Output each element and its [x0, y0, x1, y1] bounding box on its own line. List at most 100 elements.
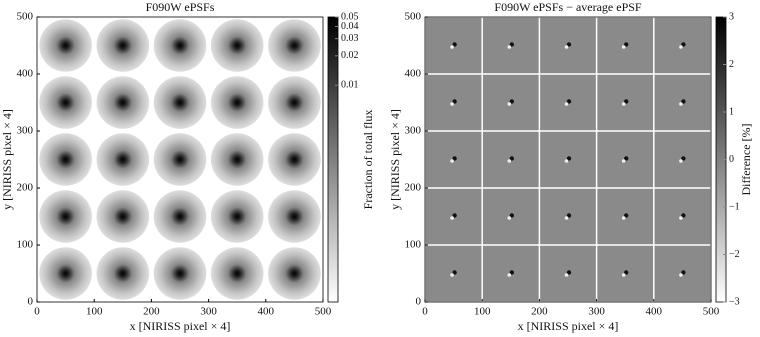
x-tick-label: 100	[86, 306, 103, 318]
x-tick-label: 200	[531, 306, 548, 318]
epsf	[153, 76, 207, 129]
residual-light	[564, 45, 569, 49]
residual-light	[507, 45, 512, 49]
epsf	[268, 133, 321, 186]
x-tick-label: 400	[258, 306, 275, 318]
x-tick-label: 200	[143, 306, 160, 318]
epsf	[210, 247, 264, 300]
residual-light	[621, 216, 626, 220]
epsf	[153, 190, 207, 243]
frame	[36, 16, 324, 303]
y-tick-label: 400	[17, 68, 34, 80]
residual-light	[450, 102, 454, 106]
y-axis-label: y [NIRISS pixel × 4]	[0, 109, 14, 210]
residual-light	[564, 273, 569, 277]
epsf	[96, 133, 150, 186]
residual-dark	[452, 156, 457, 161]
residual-dark	[566, 99, 572, 104]
residual-light	[564, 159, 569, 163]
colorbar-tick-label: 0.03	[341, 33, 359, 44]
x-tick-label: 0	[34, 306, 40, 318]
y-tick-label: 100	[405, 239, 422, 251]
residual-light	[679, 216, 683, 220]
epsf	[96, 190, 150, 243]
epsf	[39, 19, 92, 72]
epsf	[39, 133, 92, 186]
x-tick-label: 500	[315, 306, 332, 318]
residual-light	[621, 102, 626, 106]
epsf	[268, 76, 321, 129]
residual-light	[450, 273, 454, 277]
colorbar-tick-label: 3	[729, 11, 734, 22]
residual-dark	[509, 213, 514, 218]
epsf	[96, 19, 150, 72]
y-tick-label: 400	[405, 68, 422, 80]
residual-dark	[509, 99, 514, 104]
y-tick-label: 100	[17, 239, 34, 251]
y-tick-label: 0	[416, 296, 422, 308]
colorbar-tick-label: 0.04	[341, 21, 359, 32]
residual-dark	[566, 156, 572, 161]
residual-light	[507, 102, 512, 106]
y-tick-label: 0	[28, 296, 34, 308]
frame	[424, 16, 712, 303]
residual-dark	[509, 156, 514, 161]
panel: 0 100 200 300 400 500 0 100 200 300 400 500 F090W eP…	[0, 0, 375, 333]
x-axis-label: x [NIRISS pixel × 4]	[130, 319, 231, 333]
residual-dark	[452, 213, 457, 218]
colorbar-tick-label: 1	[729, 106, 734, 117]
residual-dark	[681, 213, 686, 218]
colorbar-label: Fraction of total flux	[361, 110, 375, 210]
epsf	[210, 133, 264, 186]
residual-dark	[681, 42, 686, 47]
residual-dark	[509, 42, 514, 47]
residual-dark	[566, 42, 572, 47]
colorbar-tick-label: 0.01	[341, 79, 359, 90]
colorbar-tick-label: 0.05	[341, 11, 359, 22]
epsf	[39, 190, 92, 243]
colorbar-tick-label: −3	[729, 296, 740, 307]
colorbar-tick-label: 0.02	[341, 50, 359, 61]
residual-dark	[624, 42, 629, 47]
epsf	[39, 247, 92, 300]
residual-dark	[566, 270, 572, 275]
epsf	[96, 247, 150, 300]
residual-light	[679, 102, 683, 106]
residual-dark	[624, 213, 629, 218]
epsf	[39, 76, 92, 129]
residual-light	[450, 216, 454, 220]
residual-light	[621, 273, 626, 277]
residual-light	[507, 273, 512, 277]
y-tick-label: 300	[405, 125, 422, 137]
epsf	[268, 190, 321, 243]
residual-light	[621, 45, 626, 49]
chart-title: F090W ePSFs − average ePSF	[494, 0, 642, 14]
residual-dark	[681, 156, 686, 161]
y-tick-label: 300	[17, 125, 34, 137]
epsf	[210, 19, 264, 72]
residual-dark	[681, 99, 686, 104]
residual-dark	[624, 156, 629, 161]
residual-dark	[452, 99, 457, 104]
residual-dark	[566, 213, 572, 218]
epsf	[268, 247, 321, 300]
colorbar-label: Difference [%]	[739, 123, 753, 195]
colorbar	[327, 16, 339, 303]
residual-light	[564, 216, 569, 220]
residual-dark	[452, 270, 457, 275]
residual-light	[679, 273, 683, 277]
chart-title: F090W ePSFs	[146, 0, 215, 14]
y-tick-label: 200	[405, 182, 422, 194]
y-tick-label: 500	[405, 11, 422, 23]
x-tick-label: 0	[422, 306, 428, 318]
x-tick-label: 300	[588, 306, 605, 318]
x-axis-label: x [NIRISS pixel × 4]	[518, 319, 619, 333]
residual-dark	[509, 270, 514, 275]
x-tick-label: 400	[646, 306, 663, 318]
epsf	[153, 247, 207, 300]
epsf	[96, 76, 150, 129]
residual-dark	[452, 42, 457, 47]
y-axis-label: y [NIRISS pixel × 4]	[388, 109, 402, 210]
residual-light	[621, 159, 626, 163]
